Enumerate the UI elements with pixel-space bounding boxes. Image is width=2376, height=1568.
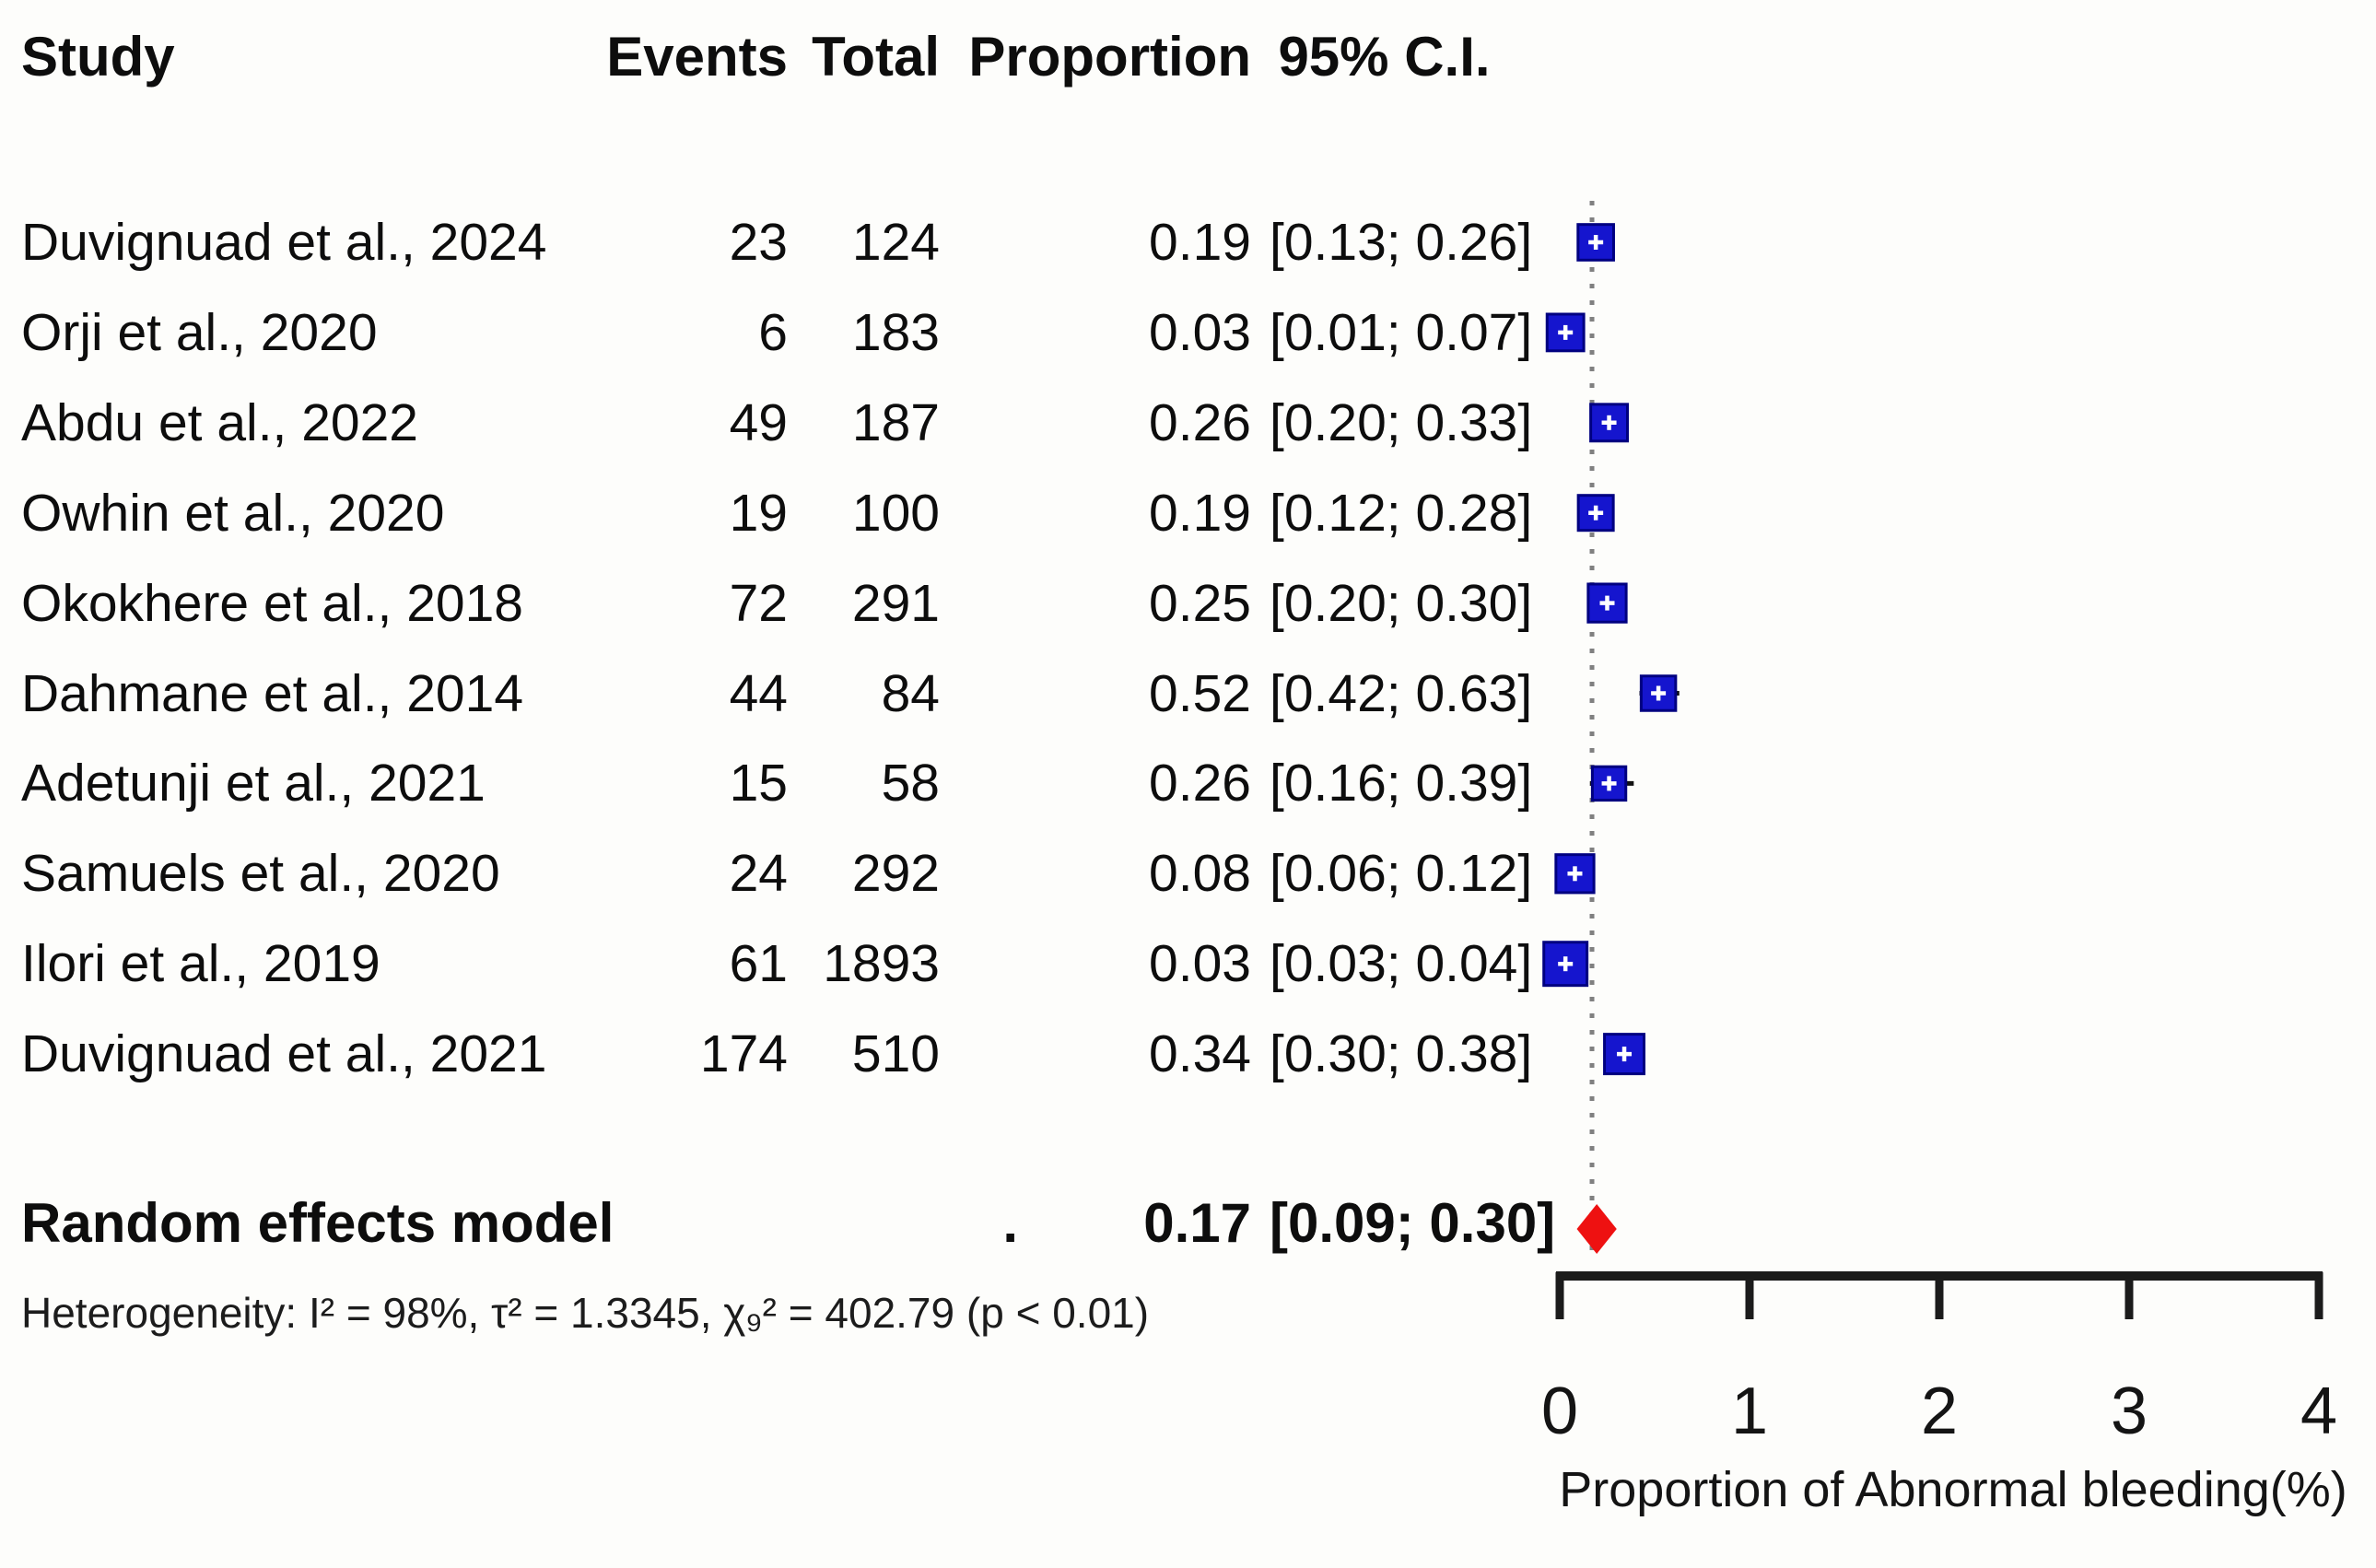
- heterogeneity-text: Heterogeneity: I² = 98%, τ² = 1.3345, χ₉…: [21, 1289, 1150, 1337]
- column-header-row: Study Events Total Proportion 95% C.I.: [0, 22, 2376, 92]
- study-ci: [0.16; 0.39]: [1270, 754, 1533, 813]
- study-proportion: 0.26: [1149, 392, 1251, 452]
- study-label: Okokhere et al., 2018: [21, 573, 524, 633]
- x-axis-tick-label: 2: [1921, 1375, 1958, 1448]
- study-total: 187: [851, 392, 940, 452]
- x-axis-title: Proportion of Abnormal bleeding(%): [1559, 1462, 2347, 1517]
- study-total: 124: [851, 213, 940, 272]
- study-ci: [0.13; 0.26]: [1270, 213, 1533, 272]
- study-total: 510: [851, 1024, 940, 1084]
- study-total: 84: [881, 663, 940, 723]
- study-row: Ilori et al., 2019 61 1893 0.03 [0.03; 0.04]: [0, 930, 2376, 998]
- study-proportion: 0.03: [1149, 302, 1251, 362]
- study-proportion: 0.34: [1149, 1024, 1251, 1084]
- study-events: 49: [729, 392, 788, 452]
- study-row: Owhin et al., 2020 19 100 0.19 [0.12; 0.28]: [0, 479, 2376, 547]
- study-row: Adetunji et al., 2021 15 58 0.26 [0.16; 0.39…: [0, 749, 2376, 817]
- study-proportion: 0.19: [1149, 483, 1251, 543]
- study-ci: [0.30; 0.38]: [1270, 1024, 1533, 1084]
- random-effects-proportion: 0.17: [1143, 1192, 1251, 1254]
- study-row: Okokhere et al., 2018 72 291 0.25 [0.20; 0.3…: [0, 569, 2376, 638]
- study-ci: [0.20; 0.30]: [1270, 573, 1533, 633]
- study-ci: [0.01; 0.07]: [1270, 302, 1533, 362]
- study-total: 292: [851, 844, 940, 904]
- study-total: 100: [851, 483, 940, 543]
- study-ci: [0.12; 0.28]: [1270, 483, 1533, 543]
- study-total: 291: [851, 573, 940, 633]
- study-ci: [0.20; 0.33]: [1270, 392, 1533, 452]
- study-label: Duvignuad et al., 2021: [21, 1024, 547, 1084]
- study-events: 72: [729, 573, 788, 633]
- random-effects-label: Random effects model: [21, 1192, 614, 1254]
- x-axis-tick-label: 0: [1541, 1375, 1578, 1448]
- random-effects-row: Random effects model . 0.17 [0.09; 0.30]: [0, 1188, 2376, 1258]
- study-ci: [0.03; 0.04]: [1270, 934, 1533, 994]
- study-label: Orji et al., 2020: [21, 302, 378, 362]
- study-ci: [0.06; 0.12]: [1270, 844, 1533, 904]
- x-axis-tick-label: 4: [2300, 1375, 2337, 1448]
- study-label: Owhin et al., 2020: [21, 483, 445, 543]
- study-label: Dahmane et al., 2014: [21, 663, 524, 723]
- study-row: Abdu et al., 2022 49 187 0.26 [0.20; 0.33]: [0, 389, 2376, 457]
- study-proportion: 0.08: [1149, 844, 1251, 904]
- random-effects-ci: [0.09; 0.30]: [1270, 1192, 1556, 1254]
- header-study: Study: [21, 26, 175, 88]
- study-events: 19: [729, 483, 788, 543]
- study-proportion: 0.19: [1149, 213, 1251, 272]
- study-total: 1893: [823, 934, 940, 994]
- study-row: Orji et al., 2020 6 183 0.03 [0.01; 0.07]: [0, 298, 2376, 367]
- study-events: 24: [729, 844, 788, 904]
- x-axis-tick-label: 3: [2111, 1375, 2148, 1448]
- header-proportion: Proportion: [968, 26, 1251, 88]
- random-effects-events-dot: .: [1002, 1192, 1018, 1254]
- study-proportion: 0.26: [1149, 754, 1251, 813]
- x-axis-tick-label: 1: [1731, 1375, 1768, 1448]
- header-ci: 95% C.I.: [1278, 26, 1491, 88]
- study-label: Abdu et al., 2022: [21, 392, 419, 452]
- study-events: 61: [729, 934, 788, 994]
- study-row: Duvignuad et al., 2021 174 510 0.34 [0.30; 0…: [0, 1020, 2376, 1088]
- study-total: 58: [881, 754, 940, 813]
- study-events: 23: [729, 213, 788, 272]
- study-label: Ilori et al., 2019: [21, 934, 380, 994]
- study-total: 183: [851, 302, 940, 362]
- study-label: Samuels et al., 2020: [21, 844, 500, 904]
- study-row: Duvignuad et al., 2024 23 124 0.19 [0.13; 0.…: [0, 208, 2376, 276]
- study-ci: [0.42; 0.63]: [1270, 663, 1533, 723]
- header-events: Events: [606, 26, 788, 88]
- study-events: 44: [729, 663, 788, 723]
- study-proportion: 0.03: [1149, 934, 1251, 994]
- study-row: Dahmane et al., 2014 44 84 0.52 [0.42; 0.63]: [0, 660, 2376, 728]
- study-label: Adetunji et al., 2021: [21, 754, 486, 813]
- study-events: 174: [699, 1024, 788, 1084]
- study-events: 15: [729, 754, 788, 813]
- study-label: Duvignuad et al., 2024: [21, 213, 547, 272]
- study-events: 6: [758, 302, 788, 362]
- study-proportion: 0.25: [1149, 573, 1251, 633]
- study-proportion: 0.52: [1149, 663, 1251, 723]
- study-row: Samuels et al., 2020 24 292 0.08 [0.06; 0.12…: [0, 839, 2376, 907]
- header-total: Total: [812, 26, 940, 88]
